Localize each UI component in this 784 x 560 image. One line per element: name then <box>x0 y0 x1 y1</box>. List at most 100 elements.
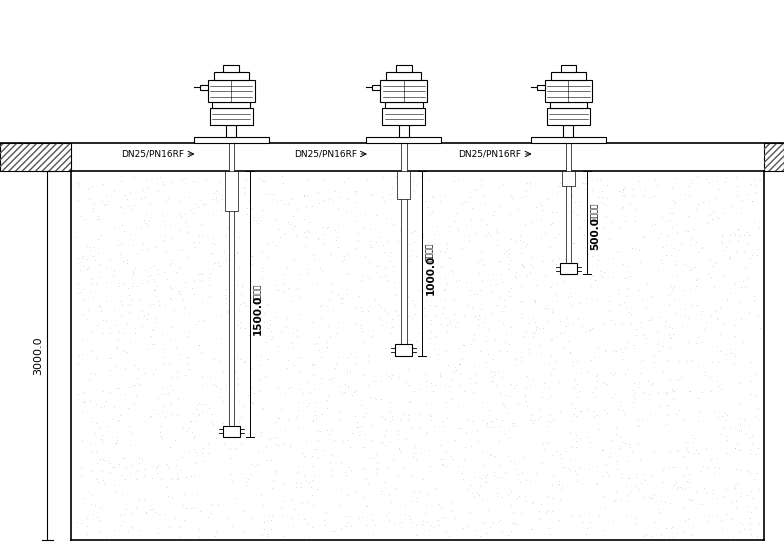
Point <box>146 474 158 483</box>
Point <box>309 397 321 406</box>
Point <box>670 174 682 183</box>
Point <box>506 421 519 430</box>
Point <box>560 224 572 233</box>
Point <box>239 357 252 366</box>
Point <box>424 411 437 420</box>
Point <box>736 519 749 528</box>
Point <box>527 332 539 340</box>
Point <box>125 205 137 214</box>
Point <box>474 310 486 319</box>
Point <box>731 225 744 234</box>
Point <box>524 477 536 486</box>
Point <box>241 475 254 484</box>
Point <box>711 212 724 221</box>
Point <box>515 249 528 258</box>
Point <box>661 389 673 398</box>
Point <box>282 356 295 365</box>
Point <box>292 353 304 362</box>
Point <box>231 280 244 289</box>
Point <box>670 309 683 318</box>
Point <box>96 455 109 464</box>
Point <box>575 368 587 377</box>
Point <box>677 528 690 536</box>
Point <box>172 455 184 464</box>
Point <box>445 376 458 385</box>
Point <box>540 491 553 500</box>
Point <box>349 216 361 225</box>
Point <box>450 365 463 374</box>
Point <box>222 514 234 523</box>
Point <box>528 296 541 305</box>
Point <box>165 283 178 292</box>
Point <box>409 309 422 318</box>
Point <box>125 460 137 469</box>
Point <box>719 177 731 186</box>
Point <box>305 491 318 500</box>
Point <box>568 198 581 207</box>
Point <box>611 246 623 255</box>
Point <box>183 328 195 337</box>
Point <box>261 516 274 525</box>
Point <box>270 285 283 294</box>
Point <box>622 489 634 498</box>
Point <box>246 323 259 332</box>
Point <box>238 526 250 535</box>
Bar <box>372 85 380 90</box>
Point <box>713 185 726 194</box>
Point <box>237 402 249 410</box>
Point <box>710 511 723 520</box>
Point <box>482 405 495 414</box>
Point <box>601 460 613 469</box>
Point <box>451 317 463 326</box>
Point <box>659 321 672 330</box>
Point <box>307 500 319 509</box>
Point <box>550 333 562 342</box>
Point <box>329 527 342 536</box>
Point <box>302 174 314 183</box>
Point <box>518 390 531 399</box>
Point <box>81 529 93 538</box>
Text: DN25/PN16RF: DN25/PN16RF <box>459 150 521 158</box>
Point <box>96 315 109 324</box>
Point <box>284 442 296 451</box>
Point <box>243 218 256 227</box>
Point <box>308 360 321 368</box>
Point <box>664 448 677 457</box>
Point <box>272 440 285 449</box>
Point <box>488 468 500 477</box>
Bar <box>385 102 423 108</box>
Point <box>688 433 700 442</box>
Point <box>492 200 505 209</box>
Point <box>659 316 671 325</box>
Point <box>629 394 641 403</box>
Point <box>291 467 303 476</box>
Point <box>220 293 233 302</box>
Point <box>85 466 98 475</box>
Point <box>151 394 164 403</box>
Point <box>666 183 679 192</box>
Point <box>267 475 280 484</box>
Point <box>379 270 392 279</box>
Point <box>121 259 133 268</box>
Point <box>712 314 724 323</box>
Point <box>234 354 246 363</box>
Point <box>684 355 697 364</box>
Point <box>737 338 750 347</box>
Point <box>362 381 375 390</box>
Point <box>298 190 310 199</box>
Point <box>287 212 299 221</box>
Point <box>616 259 629 268</box>
Point <box>718 245 731 254</box>
Point <box>166 259 179 268</box>
Point <box>100 200 112 209</box>
Point <box>71 517 83 526</box>
Point <box>354 321 366 330</box>
Point <box>325 450 338 459</box>
Point <box>378 248 390 256</box>
Point <box>356 306 368 315</box>
Point <box>110 344 122 353</box>
Point <box>663 533 676 542</box>
Point <box>185 471 198 480</box>
Point <box>609 496 622 505</box>
Point <box>154 432 166 441</box>
